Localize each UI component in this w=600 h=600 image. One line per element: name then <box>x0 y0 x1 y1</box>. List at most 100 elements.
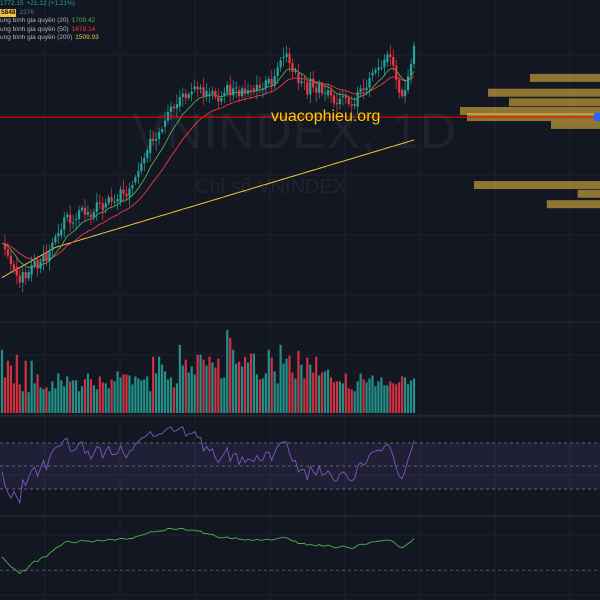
price-change: +21.12 (+1.21%) <box>26 0 75 7</box>
volume-bar <box>223 377 226 413</box>
candle-body <box>229 84 232 96</box>
candle <box>39 258 42 273</box>
volume-bar <box>63 386 66 413</box>
candle <box>77 205 81 226</box>
volume-bar <box>335 381 339 413</box>
volume-bar <box>193 374 196 413</box>
candle-body <box>193 86 196 90</box>
candle <box>83 198 87 222</box>
volume-bar <box>264 373 267 413</box>
candle <box>166 104 170 125</box>
candle <box>386 50 389 67</box>
candlesticks[interactable] <box>3 42 416 293</box>
volume-bar <box>238 361 241 413</box>
volume-bar <box>359 373 362 413</box>
volume-bar <box>365 382 368 413</box>
candle <box>395 59 398 90</box>
volume-bar <box>57 373 60 413</box>
candle <box>21 266 24 293</box>
candle-body <box>149 138 152 153</box>
volume-bar <box>306 357 309 413</box>
candle-body <box>107 197 110 204</box>
candle-body <box>45 252 48 261</box>
candle-body <box>199 87 202 90</box>
candle-body <box>92 212 95 218</box>
candle <box>255 75 259 100</box>
site-watermark: vuacophieu.org <box>271 108 381 125</box>
volume-bar <box>113 381 116 413</box>
ma200-legend-row[interactable]: ung bình gia quyền (200) 1509.93 <box>0 34 99 43</box>
candle <box>54 233 57 246</box>
candle <box>406 69 410 94</box>
volume-bar <box>69 381 72 413</box>
candle-body <box>157 131 161 139</box>
candle <box>92 208 95 222</box>
candle <box>217 88 220 109</box>
candle <box>297 63 300 91</box>
price-legend-row: 1772.15 +21.12 (+1.21%) <box>0 0 99 9</box>
candle-body <box>42 254 45 262</box>
candle-body <box>223 92 226 96</box>
candle <box>72 214 75 229</box>
candle-body <box>341 96 344 98</box>
candle <box>285 45 288 63</box>
candle <box>404 81 407 104</box>
candle-body <box>309 81 312 95</box>
ma20-legend-row[interactable]: ung bình gia quyền (20) 1709.42 <box>0 17 99 26</box>
volume-ref: 2276 <box>19 8 34 16</box>
candle <box>3 234 7 257</box>
candle-body <box>383 59 386 68</box>
candle <box>392 49 395 71</box>
candle-body <box>60 229 63 236</box>
candle <box>282 47 285 67</box>
candle <box>261 82 264 98</box>
candle <box>131 180 134 195</box>
volume-bar <box>321 372 324 413</box>
volume-bar <box>371 375 374 413</box>
volume-bar <box>312 372 315 413</box>
candle <box>303 76 306 91</box>
candle-body <box>77 210 81 219</box>
volume-bar <box>178 344 181 413</box>
volume-bar <box>66 376 69 413</box>
candle-body <box>261 88 264 90</box>
candle <box>294 67 297 75</box>
ma50-legend-row[interactable]: ung bình gia quyền (50) 1678.14 <box>0 26 99 35</box>
candle <box>119 185 122 206</box>
candle-body <box>27 272 30 279</box>
volume-bar <box>377 381 380 413</box>
candle-body <box>33 260 36 266</box>
candle-body <box>270 78 273 86</box>
candle <box>75 212 78 230</box>
candle <box>125 185 128 202</box>
candle-body <box>362 88 365 91</box>
candle <box>149 129 152 162</box>
candle-body <box>12 264 15 270</box>
ma50-label: ung bình gia quyền (50) <box>0 25 69 33</box>
candle-body <box>175 104 178 109</box>
candle <box>347 95 350 107</box>
candle <box>104 198 107 214</box>
volume-bar <box>395 384 398 413</box>
volume-bar <box>172 387 176 413</box>
candle-body <box>21 272 24 283</box>
candle-body <box>9 255 12 265</box>
volume-bar <box>54 388 57 413</box>
candle <box>42 245 45 271</box>
candle-body <box>104 203 107 208</box>
candle-body <box>350 104 353 106</box>
candle-body <box>312 78 315 88</box>
candle-body <box>152 138 155 141</box>
volume-bar <box>12 383 15 413</box>
volume-bar <box>39 387 42 413</box>
candle-body <box>303 81 306 83</box>
volume-bar <box>267 349 270 413</box>
horizontal-level-line[interactable] <box>0 113 600 122</box>
candle <box>172 103 176 113</box>
volume-profile-bar <box>474 181 600 190</box>
candle <box>243 79 247 101</box>
candle-body <box>246 90 250 94</box>
candle <box>98 194 101 209</box>
